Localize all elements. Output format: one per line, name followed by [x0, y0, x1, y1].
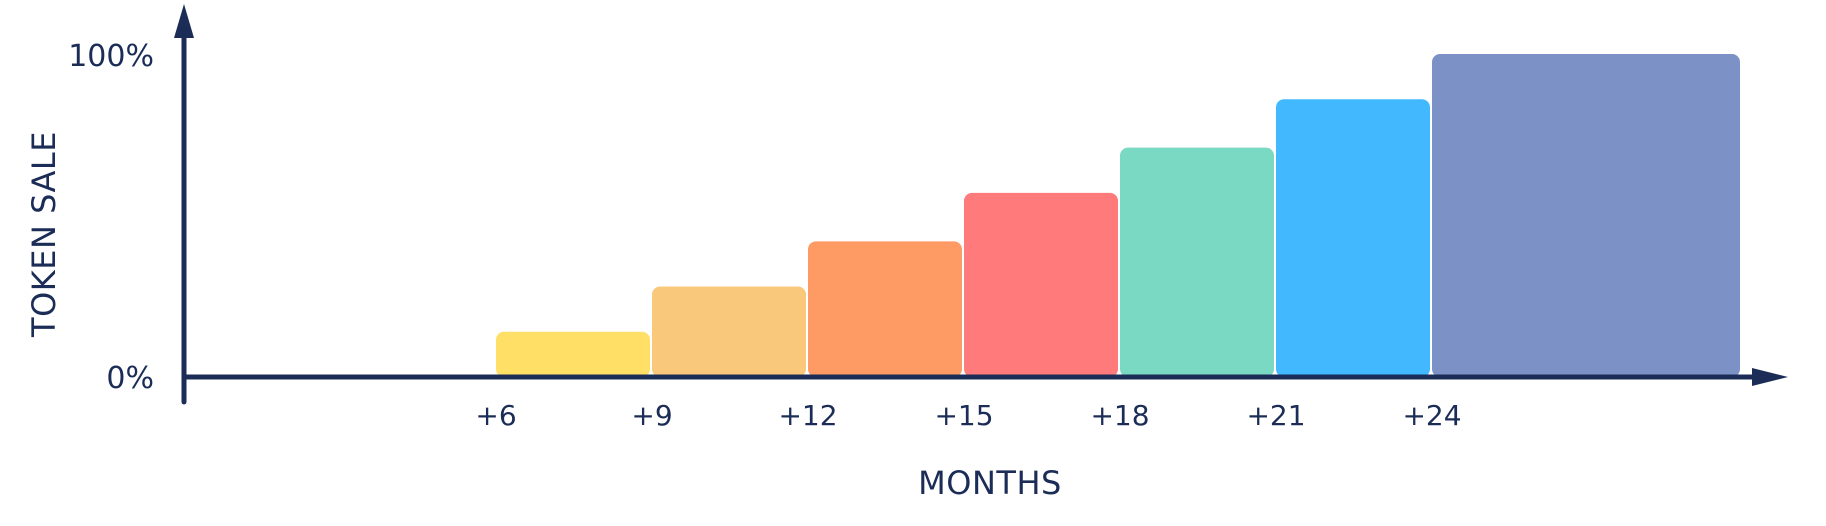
x-tick-label: +9	[631, 399, 672, 432]
bars-layer	[496, 54, 1740, 377]
y-tick-label-top: 100%	[68, 39, 154, 74]
bar-plus-18	[1120, 147, 1274, 377]
y-axis-title: TOKEN SALE	[25, 131, 63, 338]
axes-layer	[174, 4, 1788, 405]
y-tick-label-bottom: 0%	[106, 361, 154, 396]
x-axis-title: MONTHS	[918, 464, 1062, 502]
bar-plus-15	[964, 192, 1118, 377]
x-tick-label: +6	[475, 399, 516, 432]
x-tick-label: +18	[1090, 399, 1149, 432]
bar-plus-12	[808, 241, 962, 377]
bar-plus-21	[1276, 99, 1430, 377]
x-axis-arrow-icon	[1752, 368, 1788, 386]
x-tick-label: +15	[934, 399, 993, 432]
x-tick-labels: +6 +9 +12 +15 +18 +21 +24	[475, 399, 1461, 432]
x-tick-label: +24	[1402, 399, 1461, 432]
x-tick-label: +12	[778, 399, 837, 432]
labels-layer: 100% 0% MONTHS TOKEN SALE	[25, 39, 1062, 502]
bar-plus-6	[496, 331, 650, 377]
y-axis-arrow-icon	[174, 4, 194, 38]
x-tick-label: +21	[1246, 399, 1305, 432]
bar-plus-24	[1432, 54, 1740, 377]
bar-plus-9	[652, 286, 806, 377]
